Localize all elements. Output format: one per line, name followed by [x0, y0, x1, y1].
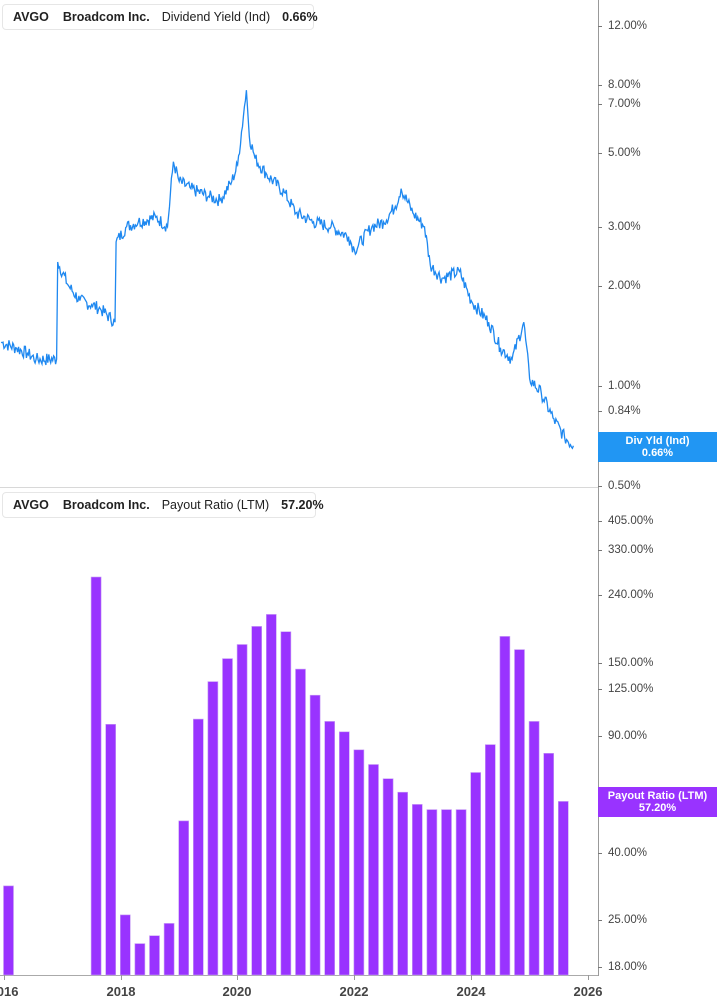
payout-bar[interactable]	[236, 644, 248, 976]
y-tick-mark	[598, 663, 602, 664]
y-tick-mark	[598, 521, 602, 522]
payout-bar[interactable]	[134, 943, 146, 976]
y-tick-label: 25.00%	[608, 914, 648, 926]
y-tick-mark	[598, 736, 602, 737]
y-tick-mark	[598, 486, 602, 487]
y-tick-label: 240.00%	[608, 589, 654, 601]
payout-bar[interactable]	[265, 614, 277, 976]
flag-value: 57.20%	[638, 802, 677, 814]
y-tick-label: 3.00%	[608, 221, 641, 233]
x-axis-ticks	[4, 975, 589, 980]
legend-metric: Dividend Yield (Ind)	[161, 10, 271, 24]
payout-bar[interactable]	[3, 885, 14, 976]
payout-bar[interactable]	[207, 681, 219, 976]
y-tick-label: 0.84%	[608, 405, 641, 417]
payout-bar[interactable]	[499, 636, 511, 976]
y-tick-label: 150.00%	[608, 657, 654, 669]
payout-bar[interactable]	[470, 772, 482, 976]
y-tick-mark	[598, 153, 602, 154]
payout-bar[interactable]	[397, 791, 409, 976]
payout-ratio-price-flag: Payout Ratio (LTM) 57.20%	[598, 787, 717, 817]
y-tick-label: 12.00%	[608, 20, 648, 32]
payout-bar[interactable]	[455, 809, 467, 976]
payout-bar[interactable]	[514, 649, 525, 976]
payout-bar[interactable]	[251, 626, 262, 976]
x-tick-label: 2022	[339, 984, 369, 999]
y-tick-label: 40.00%	[608, 847, 648, 859]
payout-bar[interactable]	[426, 809, 438, 976]
payout-bar[interactable]	[90, 576, 102, 976]
y-tick-mark	[598, 967, 602, 968]
payout-ratio-legend[interactable]: AVGO Broadcom Inc. Payout Ratio (LTM) 57…	[2, 492, 324, 518]
payout-bar[interactable]	[411, 804, 423, 976]
payout-bar[interactable]	[149, 935, 160, 976]
legend-ticker: AVGO	[13, 498, 49, 512]
y-tick-mark	[598, 411, 602, 412]
y-tick-label: 2.00%	[608, 280, 641, 292]
legend-value: 57.20%	[281, 498, 324, 512]
dividend-yield-legend[interactable]: AVGO Broadcom Inc. Dividend Yield (Ind) …	[2, 4, 318, 30]
x-tick-label: 2024	[456, 984, 486, 999]
payout-bar[interactable]	[368, 764, 379, 976]
payout-bar[interactable]	[382, 778, 394, 976]
payout-bar[interactable]	[193, 718, 204, 976]
y-tick-mark	[598, 920, 602, 921]
payout-bar[interactable]	[163, 923, 175, 976]
payout-bar[interactable]	[178, 820, 189, 976]
y-tick-label: 90.00%	[608, 730, 648, 742]
y-tick-label: 8.00%	[608, 79, 641, 91]
legend-metric: Payout Ratio (LTM)	[161, 498, 270, 512]
payout-bar[interactable]	[120, 914, 131, 976]
y-tick-label: 330.00%	[608, 544, 654, 556]
payout-bar[interactable]	[309, 694, 321, 976]
payout-bar[interactable]	[557, 801, 569, 976]
y-tick-label: 5.00%	[608, 147, 641, 159]
payout-bar[interactable]	[353, 749, 365, 976]
y-tick-mark	[598, 550, 602, 551]
payout-ratio-bars	[3, 576, 569, 976]
payout-bar[interactable]	[338, 731, 350, 976]
dividend-yield-line	[0, 90, 575, 450]
payout-bar[interactable]	[543, 752, 555, 976]
y-tick-label: 1.00%	[608, 380, 641, 392]
x-tick-label: 2016	[0, 984, 19, 999]
y-tick-mark	[598, 227, 602, 228]
payout-bar[interactable]	[528, 721, 540, 976]
y-tick-label: 7.00%	[608, 98, 641, 110]
y-tick-mark	[598, 85, 602, 86]
flag-label: Div Yld (Ind)	[625, 435, 690, 447]
y-tick-mark	[598, 26, 602, 27]
payout-bar[interactable]	[105, 723, 116, 976]
y-tick-mark	[598, 595, 602, 596]
y-tick-mark	[598, 689, 602, 690]
legend-company: Broadcom Inc.	[62, 498, 150, 512]
flag-label: Payout Ratio (LTM)	[607, 790, 708, 802]
flag-value: 0.66%	[641, 447, 674, 459]
x-tick-label: 2020	[222, 984, 252, 999]
legend-ticker: AVGO	[13, 10, 49, 24]
y-tick-label: 125.00%	[608, 683, 654, 695]
y-tick-mark	[598, 853, 602, 854]
legend-value: 0.66%	[282, 10, 318, 24]
y-tick-mark	[598, 104, 602, 105]
payout-bar[interactable]	[280, 631, 292, 976]
payout-bar[interactable]	[324, 721, 336, 976]
payout-bar[interactable]	[222, 658, 233, 976]
payout-bar[interactable]	[484, 744, 496, 976]
payout-bar[interactable]	[441, 809, 452, 976]
y-tick-label: 18.00%	[608, 961, 648, 973]
legend-company: Broadcom Inc.	[62, 10, 150, 24]
y-tick-label: 405.00%	[608, 515, 654, 527]
x-tick-label: 2026	[573, 984, 603, 999]
y-tick-label: 0.50%	[608, 480, 641, 492]
payout-bar[interactable]	[295, 668, 306, 976]
dividend-yield-price-flag: Div Yld (Ind) 0.66%	[598, 432, 717, 462]
x-tick-label: 2018	[106, 984, 136, 999]
y-tick-mark	[598, 386, 602, 387]
y-tick-mark	[598, 286, 602, 287]
